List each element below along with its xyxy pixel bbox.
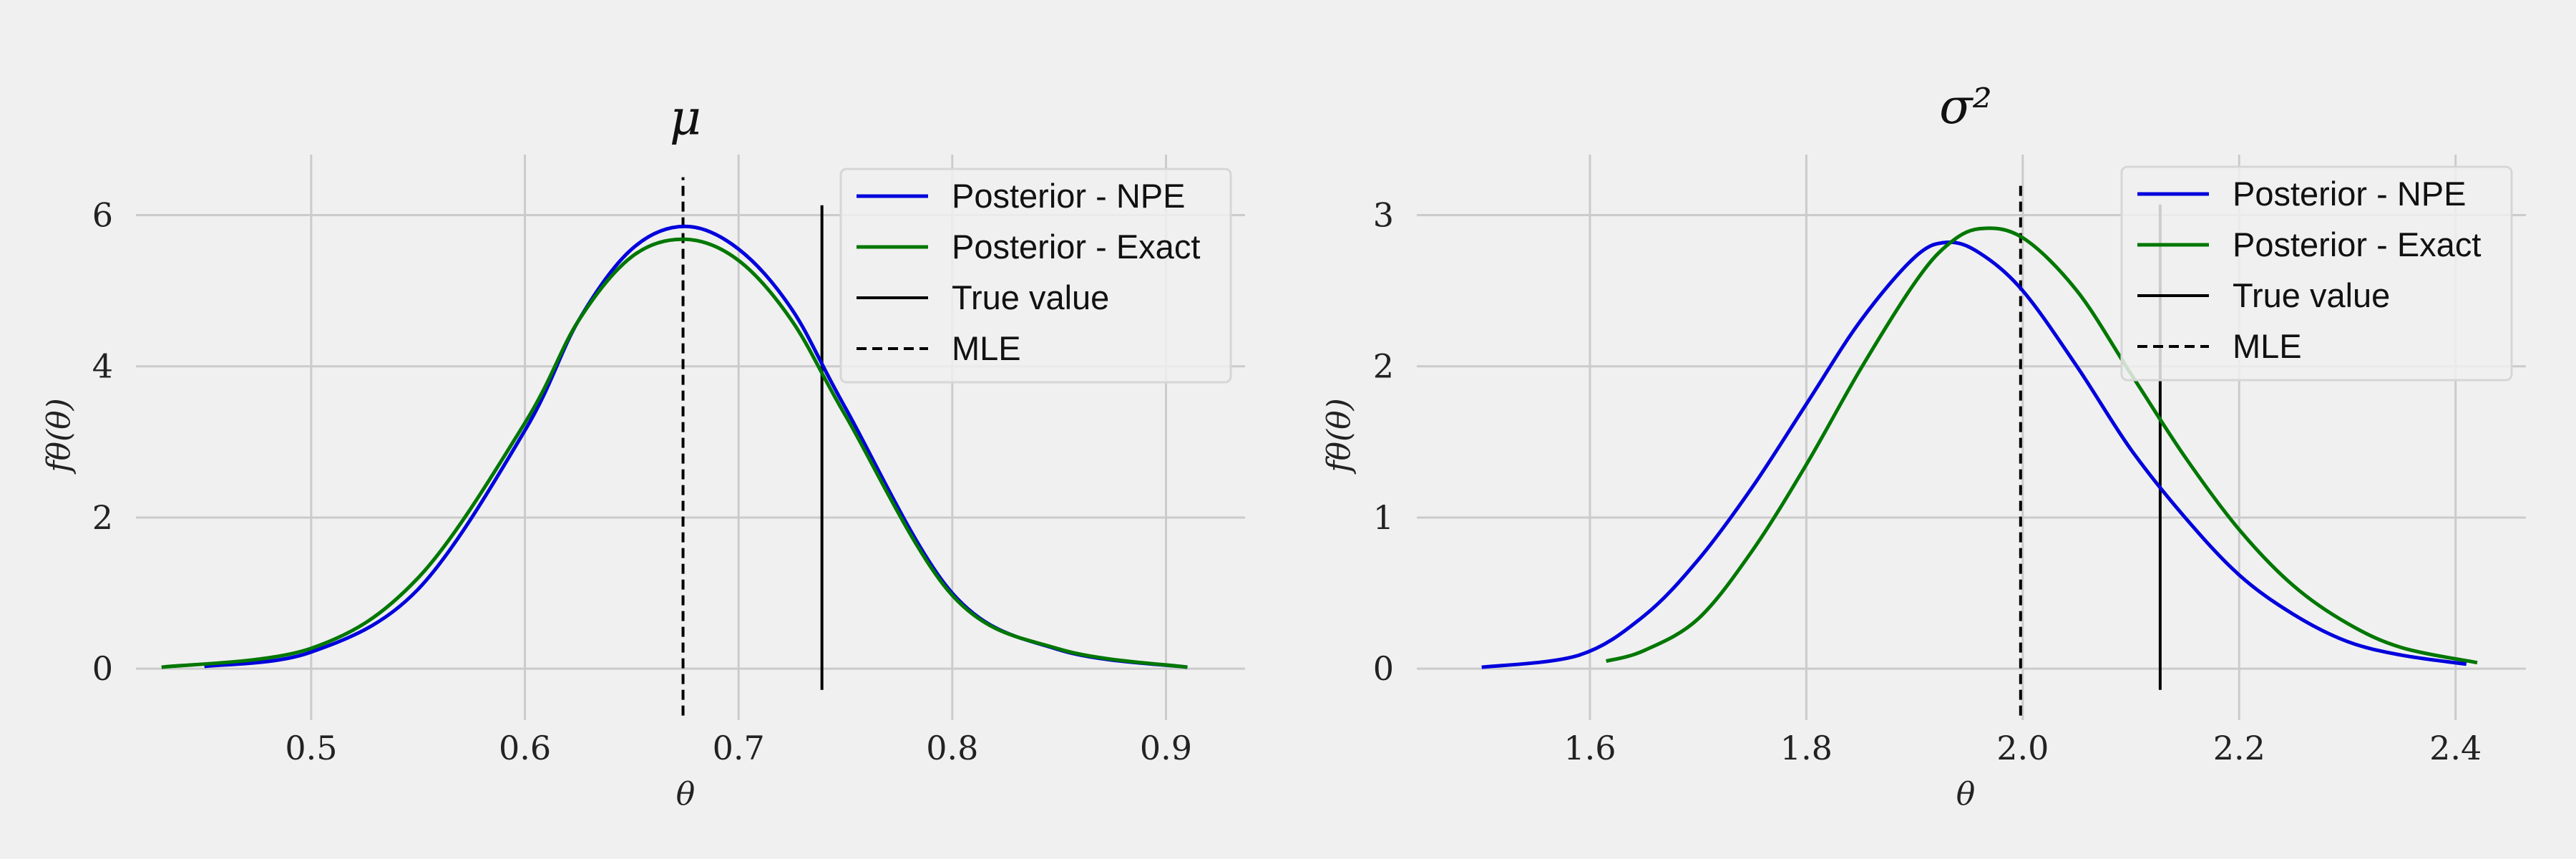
y-axis-label: fθ(θ): [41, 398, 77, 475]
chart-sigma-squared: σ² 1.6 1.8 2.0 2.2 2.4 0 1 2 3 θ fθ(θ) Posterio…: [1321, 79, 2526, 812]
y-axis-label: fθ(θ): [1321, 398, 1357, 475]
legend-box: [839, 168, 1232, 384]
legend: Posterior - NPE Posterior - Exact True val…: [839, 168, 1232, 384]
legend-label: MLE: [952, 329, 1021, 367]
legend-box: [2120, 165, 2513, 382]
chart-mu: μ 0.5 0.6 0.7 0.8 0.9 0 2 4 6 θ fθ(θ) Posterior…: [41, 90, 1245, 812]
x-tick-label: 2.2: [2213, 729, 2265, 767]
y-tick-label: 1: [1373, 498, 1394, 537]
x-tick-label: 0.9: [1140, 729, 1192, 767]
y-tick-label: 4: [92, 347, 113, 386]
legend: Posterior - NPE Posterior - Exact True val…: [2120, 165, 2513, 382]
series-lines: [1481, 226, 2478, 669]
x-tick-label: 1.8: [1780, 729, 1833, 767]
x-tick-label: 0.6: [499, 729, 551, 767]
legend-label: Posterior - NPE: [2233, 175, 2466, 213]
legend-label: MLE: [2233, 327, 2302, 365]
x-tick-label: 2.0: [1996, 729, 2049, 767]
legend-label: True value: [2233, 276, 2390, 314]
y-tick-label: 2: [1373, 347, 1394, 386]
legend-label: Posterior - Exact: [2233, 225, 2481, 263]
y-tick-label: 3: [1373, 195, 1394, 234]
y-tick-label: 6: [92, 195, 113, 234]
y-tick-labels: 0 2 4 6: [92, 195, 113, 688]
x-tick-label: 0.5: [285, 729, 337, 767]
legend-label: Posterior - Exact: [952, 228, 1200, 266]
y-tick-label: 0: [92, 649, 113, 688]
x-tick-label: 0.7: [713, 729, 765, 767]
y-tick-label: 0: [1373, 649, 1394, 688]
x-axis-label: θ: [1956, 776, 1976, 812]
chart-title: μ: [670, 90, 701, 147]
y-tick-labels: 0 1 2 3: [1373, 195, 1394, 688]
legend-label: True value: [952, 278, 1109, 316]
x-tick-labels: 1.6 1.8 2.0 2.2 2.4: [1563, 729, 2482, 767]
x-tick-label: 0.8: [926, 729, 978, 767]
x-tick-label: 1.6: [1563, 729, 1616, 767]
y-tick-label: 2: [92, 498, 113, 537]
chart-title: σ²: [1939, 79, 1992, 135]
x-tick-label: 2.4: [2429, 729, 2482, 767]
npe-posterior-line: [1481, 240, 2467, 669]
series-lines: [161, 224, 1188, 669]
x-axis-label: θ: [676, 776, 696, 812]
exact-posterior-line: [161, 237, 1188, 669]
reference-lines: [681, 177, 824, 716]
exact-posterior-line: [1605, 226, 2478, 665]
x-tick-labels: 0.5 0.6 0.7 0.8 0.9: [285, 729, 1192, 767]
legend-label: Posterior - NPE: [952, 177, 1185, 215]
